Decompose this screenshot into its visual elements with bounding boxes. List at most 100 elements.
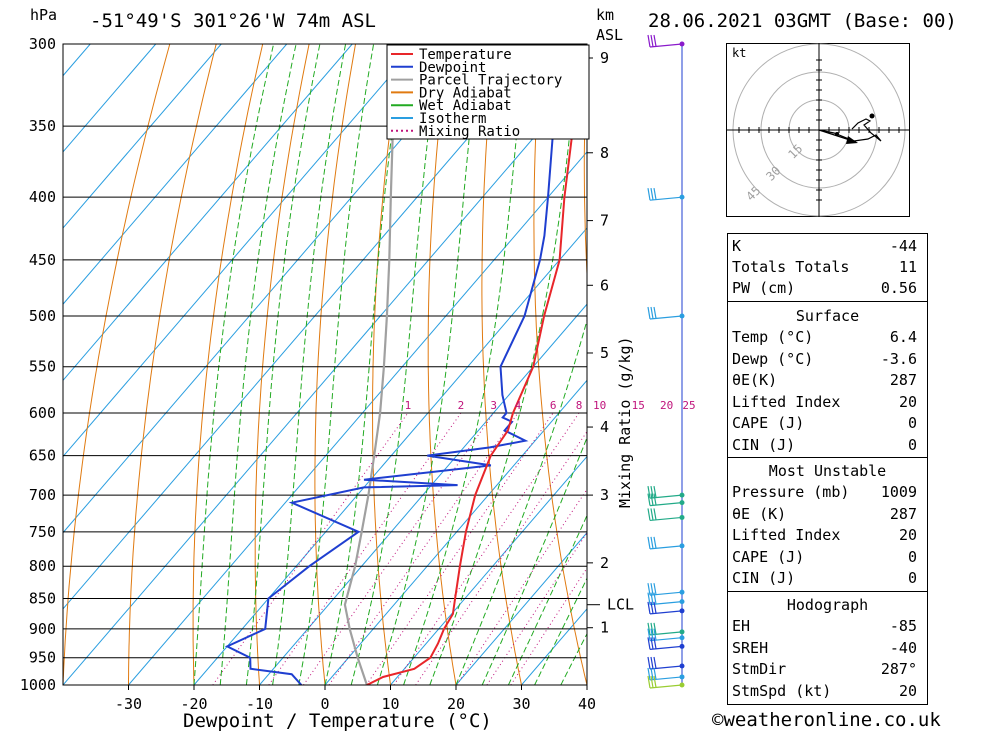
k-value: -44 — [889, 237, 917, 255]
km-tick-label: 1 — [600, 619, 609, 637]
isotherm-line — [128, 151, 587, 685]
pressure-tick-label: 600 — [29, 404, 56, 422]
wind-barb-flag — [647, 628, 651, 641]
mixing-ratio-line — [486, 531, 587, 685]
wind-barb-flag — [650, 622, 654, 635]
isotherm-line — [63, 44, 288, 305]
legend-label: Wet Adiabat — [419, 98, 512, 114]
mixing-ratio-label: 2 — [458, 399, 465, 412]
pressure-tick-label: 800 — [29, 557, 56, 575]
wind-barb-flag — [650, 628, 654, 641]
wet-adiabat-line — [193, 44, 275, 685]
mixing-ratio-line — [393, 412, 580, 685]
wind-barb-staff — [649, 494, 683, 499]
wind-barb-flag — [650, 592, 654, 605]
x-tick-label: 40 — [578, 695, 596, 713]
wind-barb-flag — [653, 306, 657, 319]
asl-unit-label: ASL — [596, 26, 624, 44]
wind-barb-flag — [653, 675, 657, 688]
most-unstable-row-label: Lifted Index — [732, 526, 841, 545]
legend-label: Mixing Ratio — [419, 124, 520, 140]
hodograph-stats-row-label: EH — [732, 617, 751, 635]
isotherm-line — [63, 74, 587, 685]
pressure-tick-label: 900 — [29, 620, 56, 638]
hodograph-stats-row-value: -85 — [889, 617, 917, 635]
wet-adiabat-line — [324, 44, 406, 685]
wind-barb-flag — [653, 637, 657, 649]
wind-barb-flag — [647, 592, 651, 605]
surface-row: CAPE (J) 0 — [732, 413, 917, 434]
isotherm-line — [63, 44, 419, 458]
x-tick-label: -30 — [115, 695, 142, 713]
dewpoint-line — [224, 44, 587, 685]
hodograph-stats-row: StmDir 287° — [732, 659, 917, 680]
hodograph-stats-row: SREH -40 — [732, 638, 917, 659]
surface-row-value: -3.6 — [880, 349, 917, 368]
mixing-ratio-label: 4 — [515, 399, 522, 412]
wind-barb-flag — [653, 667, 657, 680]
wind-barb-flag — [653, 536, 657, 549]
mixing-ratio-line — [268, 412, 462, 685]
dry-adiabat-line — [633, 44, 718, 685]
wind-barb-flag — [653, 601, 657, 614]
pressure-tick-label: 550 — [29, 358, 56, 376]
wind-barb-staff — [649, 600, 683, 606]
wind-barb-flag — [653, 508, 657, 520]
wind-barb-flag — [650, 675, 654, 688]
km-tick-label: 2 — [600, 554, 609, 572]
wind-barb-staff — [649, 43, 683, 48]
mixing-ratio-label: 3 — [490, 399, 497, 412]
hodograph-unit: kt — [732, 46, 746, 60]
lcl-label: LCL — [607, 596, 634, 614]
location-title: -51°49'S 301°26'W 74m ASL — [90, 10, 376, 32]
wind-barb-flag — [650, 34, 654, 47]
surface-row-value: 6.4 — [889, 328, 917, 346]
wet-adiabat-line — [245, 44, 321, 685]
surface-title: Surface — [795, 307, 860, 325]
most-unstable-row: CAPE (J) 0 — [732, 547, 917, 568]
isotherm-line — [390, 455, 587, 685]
wind-barb-flag — [653, 188, 657, 200]
pressure-tick-label: 850 — [29, 589, 56, 607]
wind-barb-flag — [650, 637, 654, 650]
km-unit-label: km — [596, 6, 615, 24]
hodograph-stats-row-label: StmDir — [732, 660, 787, 679]
surface-row-label: θE(K) — [732, 371, 778, 390]
pressure-tick-label: 300 — [29, 35, 56, 53]
wind-barb-staff — [649, 196, 683, 201]
wind-barb-flag — [647, 188, 651, 201]
wet-adiabat-line — [534, 577, 587, 685]
wind-barb-staff — [649, 645, 683, 650]
wet-adiabat-line — [219, 44, 297, 685]
isotherm-line — [0, 44, 25, 685]
most-unstable-row-value: 0 — [907, 569, 917, 588]
wind-barb-flag — [650, 667, 654, 680]
hodograph-stats-row-label: SREH — [732, 638, 769, 657]
pw-label: PW (cm) — [732, 279, 796, 297]
indices-panel: K -44 Totals Totals 11 PW (cm) 0.56 — [727, 233, 928, 303]
isotherm-line — [193, 227, 587, 685]
pressure-tick-label: 750 — [29, 523, 56, 541]
wind-barb-flag — [653, 486, 657, 498]
legend-label: Dry Adiabat — [419, 85, 512, 101]
wind-barb-staff — [649, 637, 683, 642]
wind-barb-flag — [647, 637, 651, 650]
wet-adiabat-line — [298, 44, 375, 685]
wind-barb-staff — [649, 610, 683, 615]
surface-row-label: Dewp (°C) — [732, 349, 814, 368]
parcel-trajectory-line — [343, 44, 406, 685]
wind-barb-staff — [649, 684, 683, 689]
most-unstable-row-value: 287 — [889, 504, 917, 523]
x-tick-label: 10 — [381, 695, 399, 713]
wind-barb-flag — [653, 622, 657, 635]
x-axis-label: Dewpoint / Temperature (°C) — [183, 710, 492, 732]
surface-row-label: CAPE (J) — [732, 414, 805, 433]
x-tick-label: 0 — [320, 695, 329, 713]
most-unstable-row-value: 0 — [907, 547, 917, 566]
mixing-ratio-label: 10 — [593, 399, 606, 412]
wind-barb-flag — [647, 508, 651, 521]
wind-barb-flag — [650, 536, 654, 549]
mixing-ratio-axis-label: Mixing Ratio (g/kg) — [616, 336, 634, 508]
